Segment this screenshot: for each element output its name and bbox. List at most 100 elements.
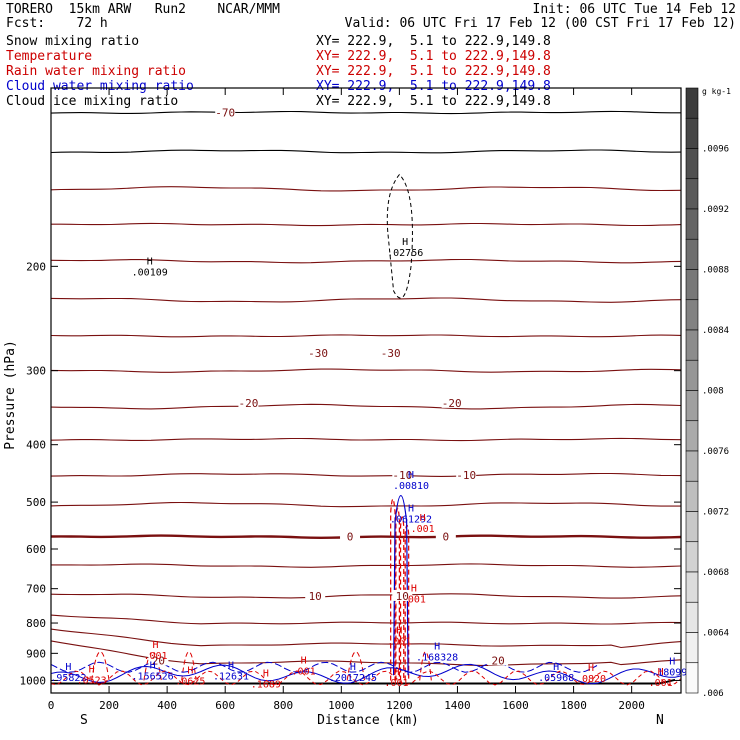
y-tick-label: 700 [26, 583, 46, 596]
y-tick-label: 900 [26, 647, 46, 660]
maximum-marker: H [153, 640, 159, 651]
endpoint-right: N [656, 713, 664, 728]
plot-frame [50, 87, 682, 694]
contour-label-bg [456, 468, 477, 480]
contour-label-bg [488, 654, 509, 666]
colorbar-box [685, 390, 699, 422]
temperature-contour-label: -30 [381, 347, 401, 360]
temperature-contour-label: -20 [238, 397, 258, 410]
maximum-marker: H [147, 257, 153, 268]
field-xy-rain: XY= 222.9, 5.1 to 222.9,149.8 [316, 64, 551, 79]
colorbar-box [685, 329, 699, 361]
contour-label-bg [215, 106, 236, 118]
header-init: Init: 06 UTC Tue 14 Feb 12 [532, 2, 737, 17]
colorbar-tick-label: .006 [702, 689, 724, 699]
isotherm-line [51, 222, 682, 227]
x-tick-label: 0 [48, 699, 55, 712]
temperature-contour-label: 20 [491, 654, 504, 667]
isotherm-line [50, 110, 681, 115]
maximum-marker: H [65, 662, 71, 673]
maximum-marker: H [408, 504, 414, 515]
isotherm-line [50, 258, 682, 264]
maximum-marker: H [150, 661, 156, 672]
isotherm-line [50, 403, 682, 410]
colorbar-tick-label: .0096 [702, 145, 729, 155]
x-tick-label: 1200 [386, 699, 413, 712]
maximum-value-label: .00109 [132, 268, 168, 279]
colorbar-box [685, 662, 699, 694]
colorbar-box [685, 541, 699, 573]
isotherm-line [50, 297, 682, 303]
maximum-value-label: .001 [292, 666, 316, 677]
maximum-marker: H [396, 626, 402, 637]
maximum-marker: H [434, 642, 440, 653]
colorbar-box [685, 178, 699, 210]
temperature-contour-label: 20 [152, 654, 165, 667]
colorbar: g kg-1 .0096 .0092 .0088 .0084 .008 .0076 .0072… [685, 87, 731, 699]
maximum-marker: H [411, 583, 417, 594]
contour-label-bg [308, 346, 329, 358]
rain-contour [399, 516, 405, 681]
contour-label-bg [441, 396, 462, 408]
hydrometeor-contours [50, 173, 682, 686]
y-tick-label: 400 [26, 439, 46, 452]
maximum-value-label: .95822 [50, 673, 86, 684]
header-left-line1: TORERO 15km ARW Run2 NCAR/MMM [6, 2, 280, 17]
x-tick-label: 1800 [560, 699, 587, 712]
rain-contour [181, 651, 197, 681]
y-tick-label: 800 [26, 617, 46, 630]
isotherm-line [50, 501, 681, 508]
colorbar-unit: g kg-1 [702, 87, 731, 96]
contour-label-bg [340, 530, 361, 542]
temperature-contour-label: -20 [442, 397, 462, 410]
y-tick-label: 1000 [20, 674, 47, 687]
maximum-marker: H [301, 655, 307, 666]
contour-label-bg [148, 654, 169, 666]
x-tick-label: 1600 [502, 699, 529, 712]
colorbar-box [685, 632, 699, 664]
maximum-value-label: .02756 [387, 248, 423, 259]
colorbar-tick-label: .0064 [702, 629, 729, 639]
contour-label-bg [392, 468, 413, 480]
field-name-cloud-ice: Cloud ice mixing ratio [6, 94, 179, 109]
temperature-contour-label: 0 [347, 531, 354, 544]
maximum-value-label: .2017245 [329, 673, 377, 684]
isotherm-line [50, 534, 682, 540]
maximum-value-label: .0820 [576, 674, 606, 685]
field-xy-temperature: XY= 222.9, 5.1 to 222.9,149.8 [316, 49, 551, 64]
colorbar-box [685, 601, 699, 633]
maximum-value-label: .168328 [416, 653, 458, 664]
header-valid: Valid: 06 UTC Fri 17 Feb 12 (00 CST Fri … [344, 16, 736, 31]
colorbar-box [685, 480, 699, 512]
cloud-water-contour [50, 663, 682, 685]
maximum-marker: H [350, 662, 356, 673]
plot-border [50, 87, 682, 694]
maximum-value-label: .001 [411, 524, 435, 535]
colorbar-box [685, 148, 699, 180]
isotherm-line [50, 334, 682, 338]
cloud-water-contour [50, 661, 598, 673]
colorbar-box [685, 359, 699, 391]
header-left-line2: Fcst: 72 h [6, 16, 108, 31]
rain-contour [91, 651, 110, 681]
field-xy-snow: XY= 222.9, 5.1 to 222.9,149.8 [316, 34, 551, 49]
colorbar-tick-label: .0084 [702, 326, 729, 336]
cloud-water-contour [392, 495, 409, 676]
x-axis-label: Distance (km) [317, 713, 419, 728]
x-tick-label: 800 [273, 699, 293, 712]
temperature-contour-label: -70 [215, 107, 235, 120]
maximum-value-label: .0625 [175, 677, 205, 688]
isotherm-line [50, 593, 682, 599]
contour-label-bg [380, 346, 401, 358]
maximum-marker: H [228, 661, 234, 672]
maximum-marker: H [187, 666, 193, 677]
axes: 0 200 400 600 800 1000 1200 1400 1600 1800 2000200… [20, 88, 681, 712]
surface-line [51, 678, 676, 685]
colorbar-tick-label: .0076 [702, 447, 729, 457]
colorbar-box [685, 420, 699, 452]
colorbar-box [685, 450, 699, 482]
contour-label-bg [238, 396, 259, 408]
colorbar-box [685, 511, 699, 543]
temperature-contour-label: 10 [309, 590, 322, 603]
